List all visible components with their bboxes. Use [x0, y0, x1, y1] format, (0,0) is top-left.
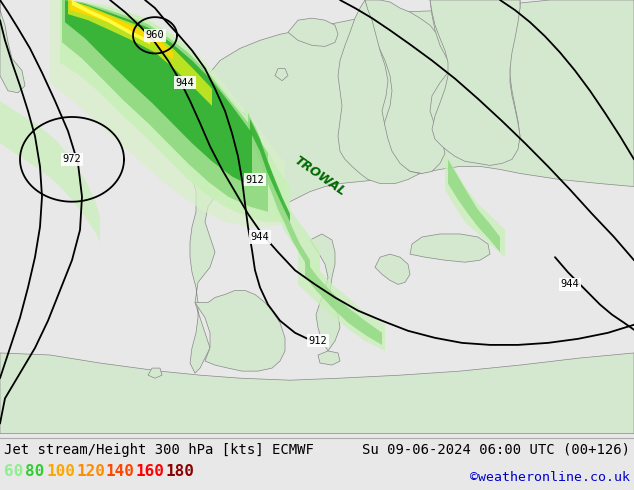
- Polygon shape: [410, 234, 490, 262]
- Text: 912: 912: [309, 336, 327, 346]
- Polygon shape: [245, 106, 320, 277]
- Polygon shape: [50, 0, 285, 227]
- Polygon shape: [275, 69, 288, 81]
- Text: 60: 60: [4, 465, 23, 479]
- Polygon shape: [0, 353, 634, 434]
- Polygon shape: [448, 159, 500, 252]
- Polygon shape: [375, 254, 410, 284]
- Polygon shape: [310, 234, 340, 351]
- Text: TROWAL: TROWAL: [292, 154, 348, 199]
- Polygon shape: [445, 153, 505, 257]
- Polygon shape: [288, 18, 338, 47]
- Polygon shape: [195, 291, 285, 371]
- Text: Su 09-06-2024 06:00 UTC (00+126): Su 09-06-2024 06:00 UTC (00+126): [362, 443, 630, 457]
- Text: 120: 120: [77, 465, 105, 479]
- Text: 960: 960: [146, 30, 164, 40]
- Polygon shape: [305, 260, 382, 345]
- Polygon shape: [298, 247, 385, 351]
- Text: 160: 160: [136, 465, 164, 479]
- Polygon shape: [0, 0, 25, 93]
- Text: 972: 972: [63, 154, 81, 164]
- Text: 912: 912: [245, 174, 264, 185]
- Text: 100: 100: [47, 465, 75, 479]
- Text: 944: 944: [176, 78, 195, 88]
- Text: ©weatheronline.co.uk: ©weatheronline.co.uk: [470, 471, 630, 485]
- Polygon shape: [430, 0, 520, 161]
- Polygon shape: [215, 116, 232, 151]
- Text: 140: 140: [106, 465, 135, 479]
- Text: 944: 944: [250, 232, 269, 242]
- Polygon shape: [60, 0, 290, 222]
- Polygon shape: [65, 0, 252, 187]
- Polygon shape: [318, 351, 340, 365]
- Polygon shape: [250, 119, 290, 222]
- Polygon shape: [68, 0, 212, 106]
- Polygon shape: [0, 101, 100, 242]
- Polygon shape: [365, 0, 452, 173]
- Text: 944: 944: [560, 279, 579, 290]
- Polygon shape: [72, 0, 150, 45]
- Text: 180: 180: [165, 465, 194, 479]
- Polygon shape: [248, 113, 310, 270]
- Polygon shape: [62, 0, 268, 212]
- Text: Jet stream/Height 300 hPa [kts] ECMWF: Jet stream/Height 300 hPa [kts] ECMWF: [4, 443, 314, 457]
- Polygon shape: [70, 0, 173, 59]
- Polygon shape: [185, 0, 634, 373]
- Polygon shape: [430, 0, 520, 166]
- Polygon shape: [232, 111, 268, 173]
- Polygon shape: [148, 368, 162, 378]
- Polygon shape: [338, 0, 420, 184]
- Text: 80: 80: [25, 465, 44, 479]
